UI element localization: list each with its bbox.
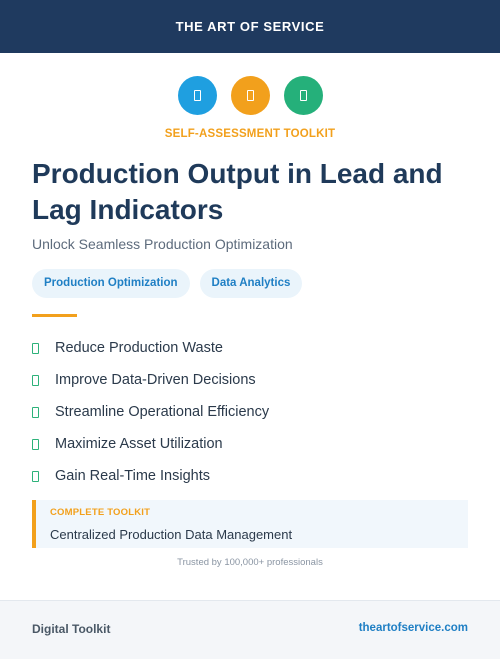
check-icon (32, 406, 39, 418)
list-item: Streamline Operational Efficiency (32, 396, 269, 428)
orange-badge-icon (230, 76, 270, 115)
page-title: Production Output in Lead and Lag Indica… (32, 158, 443, 225)
tag-list: Production Optimization Data Analytics (32, 269, 303, 298)
page-subtitle: Unlock Seamless Production Optimization (32, 236, 293, 252)
list-item: Gain Real-Time Insights (32, 460, 269, 492)
benefit-label: Improve Data-Driven Decisions (55, 372, 256, 388)
accent-divider (32, 314, 77, 317)
toolkit-kicker: SELF-ASSESSMENT TOOLKIT (164, 128, 336, 140)
benefit-label: Maximize Asset Utilization (55, 436, 223, 452)
benefit-label: Reduce Production Waste (55, 340, 223, 356)
brand-name: THE ART OF SERVICE (175, 19, 325, 34)
callout-label: COMPLETE TOOLKIT (50, 507, 151, 518)
check-icon (32, 374, 39, 386)
list-item: Improve Data-Driven Decisions (32, 364, 269, 396)
website-link[interactable]: theartofservice.com (358, 622, 468, 634)
icon-row (0, 76, 500, 115)
callout-text: Centralized Production Data Management (50, 527, 293, 542)
benefit-label: Streamline Operational Efficiency (55, 404, 270, 420)
check-icon (32, 438, 39, 450)
document-glyph-icon (246, 90, 254, 101)
list-item: Reduce Production Waste (32, 332, 269, 364)
benefit-list: Reduce Production Waste Improve Data-Dri… (32, 332, 269, 492)
trusted-note: Trusted by 100,000+ professionals (177, 557, 323, 568)
blue-badge-icon (177, 76, 217, 115)
check-icon (32, 470, 39, 482)
document-glyph-icon (193, 90, 201, 101)
list-item: Maximize Asset Utilization (32, 428, 269, 460)
top-banner: THE ART OF SERVICE (0, 0, 500, 53)
footer-label: Digital Toolkit (32, 622, 111, 636)
document-glyph-icon (299, 90, 307, 101)
toolkit-callout: COMPLETE TOOLKIT Centralized Production … (32, 500, 468, 548)
tag-data-analytics: Data Analytics (199, 269, 303, 298)
tag-production-optimization: Production Optimization (32, 269, 190, 298)
check-icon (32, 342, 39, 354)
footer: Digital Toolkit theartofservice.com (0, 600, 500, 659)
benefit-label: Gain Real-Time Insights (55, 468, 210, 484)
green-badge-icon (283, 76, 323, 115)
